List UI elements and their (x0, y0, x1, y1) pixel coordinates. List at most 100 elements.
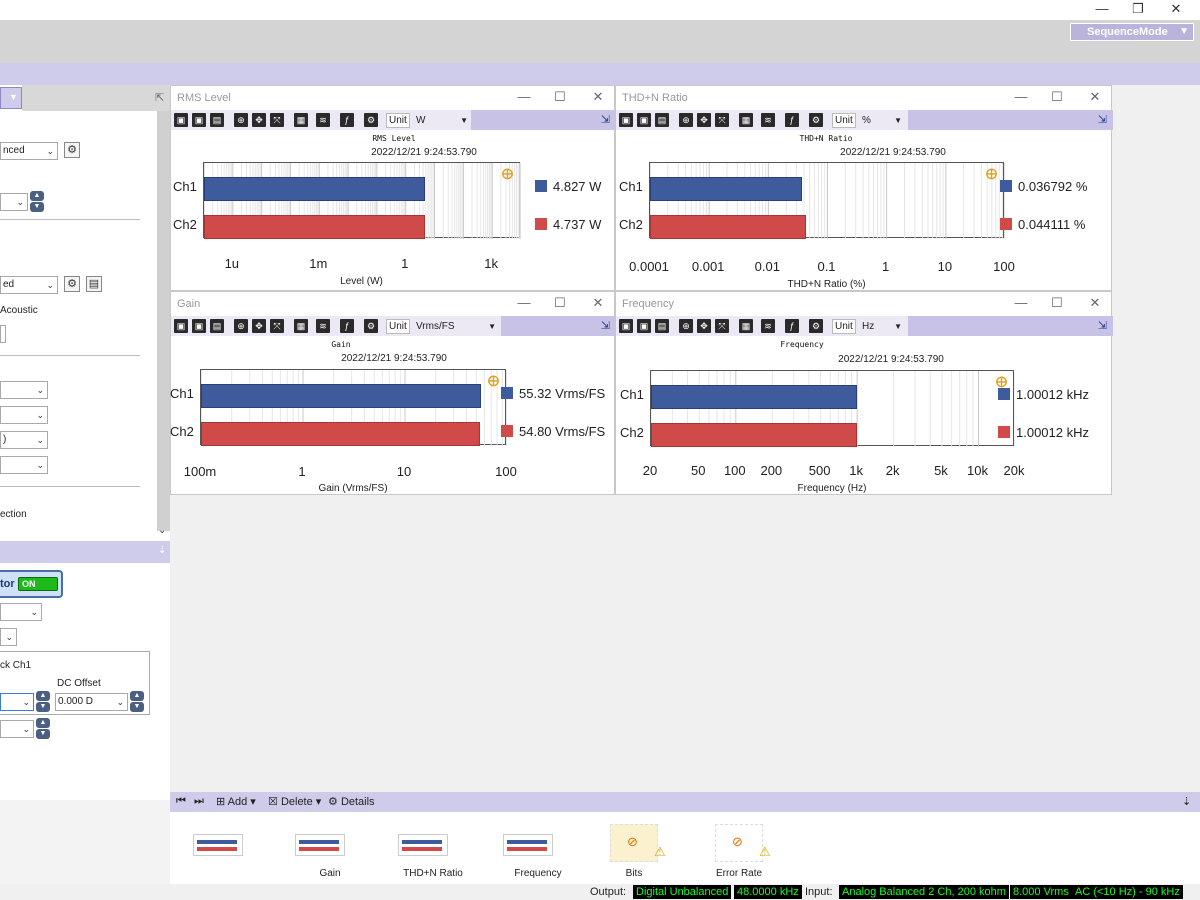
minimize-icon[interactable]: — (1014, 89, 1028, 104)
gear-icon[interactable]: ⚙ (364, 319, 378, 333)
minimize-icon[interactable]: — (1095, 1, 1109, 16)
save-icon[interactable]: ▣ (174, 113, 188, 127)
function-icon[interactable]: ƒ (340, 113, 354, 127)
thumbnail[interactable] (295, 832, 365, 862)
maximize-icon[interactable]: ☐ (1051, 89, 1063, 104)
print-icon[interactable]: ▤ (210, 113, 224, 127)
unit-select[interactable]: % ▼ (862, 113, 902, 128)
save-icon[interactable]: ▣ (619, 319, 633, 333)
restore-icon[interactable]: ❐ (1132, 1, 1144, 16)
input-type-select[interactable]: nced ⌄ (0, 142, 58, 160)
scroll-down-icon[interactable]: ⌄ (158, 525, 167, 536)
print-icon[interactable]: ▤ (655, 113, 669, 127)
save-as-icon[interactable]: ▣ (637, 319, 651, 333)
print-icon[interactable]: ▤ (655, 319, 669, 333)
pan-icon[interactable]: ✥ (697, 319, 711, 333)
details-button[interactable]: ⚙ Details (328, 795, 375, 808)
pin-icon[interactable]: ⇣ (158, 545, 167, 556)
pin-icon[interactable]: ⇲ (1097, 114, 1107, 126)
close-icon[interactable]: ✕ (1170, 1, 1182, 16)
dc-offset-stepper[interactable]: ▲ ▼ (130, 691, 144, 713)
fit-icon[interactable]: ⤧ (715, 113, 729, 127)
generator-select-3[interactable]: ⌄ (0, 720, 34, 738)
gear-icon[interactable]: ⚙ (364, 113, 378, 127)
save-as-icon[interactable]: ▣ (637, 113, 651, 127)
table-icon[interactable]: ▦ (739, 319, 753, 333)
channel-select[interactable]: ⌄ (0, 193, 28, 211)
graph-type-icon[interactable]: ≋ (761, 319, 775, 333)
fit-icon[interactable]: ⤧ (270, 113, 284, 127)
scrollbar[interactable] (157, 111, 170, 531)
generator-select-1[interactable]: ⌄ (0, 603, 42, 621)
minimize-icon[interactable]: — (1014, 295, 1028, 310)
sequence-mode-dropdown[interactable]: SequenceMode ▼ (1070, 23, 1194, 41)
function-icon[interactable]: ƒ (785, 113, 799, 127)
first-icon[interactable]: ⏮ (176, 795, 186, 807)
setting-select-4[interactable]: ⌄ (0, 456, 48, 474)
close-icon[interactable]: ✕ (592, 295, 604, 310)
thumbnail[interactable] (503, 832, 573, 862)
dc-offset-select[interactable]: 0.000 D ⌄ (55, 693, 128, 711)
thumbnail[interactable]: ⊘ ⚠ (610, 824, 680, 862)
pan-icon[interactable]: ✥ (252, 113, 266, 127)
close-icon[interactable]: ✕ (592, 89, 604, 104)
minimize-icon[interactable]: — (517, 89, 531, 104)
zoom-icon[interactable]: ⊕ (234, 113, 248, 127)
pin-icon[interactable]: ⇲ (600, 320, 610, 332)
pan-icon[interactable]: ✥ (252, 319, 266, 333)
output-type-select[interactable]: ed ⌄ (0, 276, 58, 294)
fit-icon[interactable]: ⤧ (715, 319, 729, 333)
function-icon[interactable]: ƒ (785, 319, 799, 333)
save-icon[interactable]: ▣ (619, 113, 633, 127)
input-range[interactable]: 8.000 Vrms (1010, 885, 1072, 899)
graph-type-icon[interactable]: ≋ (316, 113, 330, 127)
pin-icon[interactable]: ⇣ (1182, 796, 1192, 808)
gear-icon[interactable]: ⚙ (809, 319, 823, 333)
close-icon[interactable]: ✕ (1089, 89, 1101, 104)
last-icon[interactable]: ⏭ (194, 795, 204, 807)
output-rate[interactable]: 48.0000 kHz (734, 885, 802, 899)
gear-icon[interactable]: ⚙ (64, 142, 80, 158)
table-icon[interactable]: ▦ (294, 319, 308, 333)
graph-type-icon[interactable]: ≋ (761, 113, 775, 127)
maximize-icon[interactable]: ☐ (554, 89, 566, 104)
unit-select[interactable]: Hz ▼ (862, 319, 902, 334)
popout-icon[interactable]: ⇱ (155, 92, 165, 104)
maximize-icon[interactable]: ☐ (554, 295, 566, 310)
save-icon[interactable]: ▣ (174, 319, 188, 333)
pin-icon[interactable]: ⇲ (1097, 320, 1107, 332)
graph-type-icon[interactable]: ≋ (316, 319, 330, 333)
table-icon[interactable]: ▦ (739, 113, 753, 127)
fit-icon[interactable]: ⤧ (270, 319, 284, 333)
minimize-icon[interactable]: — (517, 295, 531, 310)
panel-dropdown[interactable]: ▼ (0, 87, 22, 109)
acoustic-select[interactable] (0, 325, 6, 343)
unit-select[interactable]: W ▼ (416, 113, 468, 128)
input-value[interactable]: Analog Balanced 2 Ch, 200 kohm (839, 885, 1009, 899)
close-icon[interactable]: ✕ (1089, 295, 1101, 310)
level-stepper[interactable]: ▲ ▼ (36, 691, 50, 713)
thumbnail[interactable] (193, 832, 263, 862)
output-value[interactable]: Digital Unbalanced (633, 885, 732, 899)
channel-stepper[interactable]: ▲ ▼ (30, 191, 44, 213)
generator-stepper[interactable]: ▲ ▼ (36, 718, 50, 740)
maximize-icon[interactable]: ☐ (1051, 295, 1063, 310)
function-icon[interactable]: ƒ (340, 319, 354, 333)
unit-select[interactable]: Vrms/FS ▼ (416, 319, 496, 334)
delete-button[interactable]: ☒ Delete ▾ (268, 796, 322, 808)
print-icon[interactable]: ▤ (210, 319, 224, 333)
zoom-icon[interactable]: ⊕ (679, 319, 693, 333)
pin-icon[interactable]: ⇲ (600, 114, 610, 126)
save-as-icon[interactable]: ▣ (192, 319, 206, 333)
setting-select-1[interactable]: ⌄ (0, 381, 48, 399)
setting-select-3[interactable]: ) ⌄ (0, 431, 48, 449)
setting-select-2[interactable]: ⌄ (0, 406, 48, 424)
generator-toggle[interactable]: tor ON (0, 570, 63, 598)
table-icon[interactable]: ▤ (86, 276, 102, 292)
gear-icon[interactable]: ⚙ (809, 113, 823, 127)
generator-select-2[interactable]: ⌄ (0, 628, 17, 646)
level-select[interactable]: ⌄ (0, 693, 34, 711)
gear-icon[interactable]: ⚙ (64, 276, 80, 292)
zoom-icon[interactable]: ⊕ (679, 113, 693, 127)
table-icon[interactable]: ▦ (294, 113, 308, 127)
